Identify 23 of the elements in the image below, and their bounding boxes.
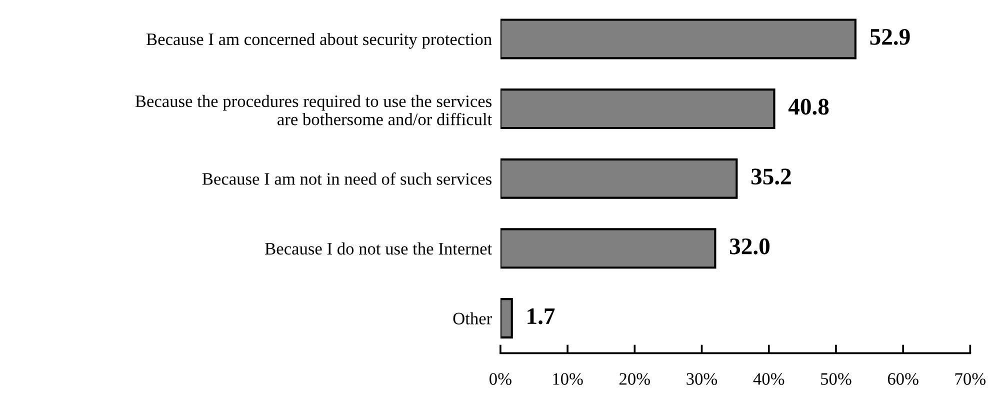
data-label: 35.2	[751, 168, 791, 185]
bar	[500, 18, 856, 60]
x-tick-label: 10%	[553, 373, 583, 385]
bar	[500, 228, 716, 269]
data-label: 40.8	[788, 98, 829, 115]
bar	[500, 158, 738, 199]
x-tick-label: 30%	[686, 373, 718, 385]
data-label: 52.9	[870, 29, 910, 45]
bar	[500, 88, 776, 130]
y-tick-label: Because I do not use the Internet	[265, 242, 492, 255]
data-label: 32.0	[730, 238, 770, 254]
data-label: 1.7	[528, 308, 555, 324]
x-tick-label: 20%	[620, 373, 650, 385]
y-tick-label: Because I am not in need of such services	[202, 172, 492, 185]
x-tick-label: 70%	[955, 373, 986, 385]
x-tick-label: 50%	[821, 373, 852, 385]
x-tick-label: 0%	[490, 373, 512, 385]
x-tick-label: 60%	[888, 373, 918, 385]
bar	[500, 298, 513, 338]
y-tick-label: Because I am concerned about security protection	[146, 32, 492, 49]
x-tick-label: 40%	[753, 373, 784, 385]
y-tick-label: Other	[453, 312, 492, 324]
y-tick-label: Because the procedures required to use the services are bothersome and/or difficult	[135, 94, 492, 126]
